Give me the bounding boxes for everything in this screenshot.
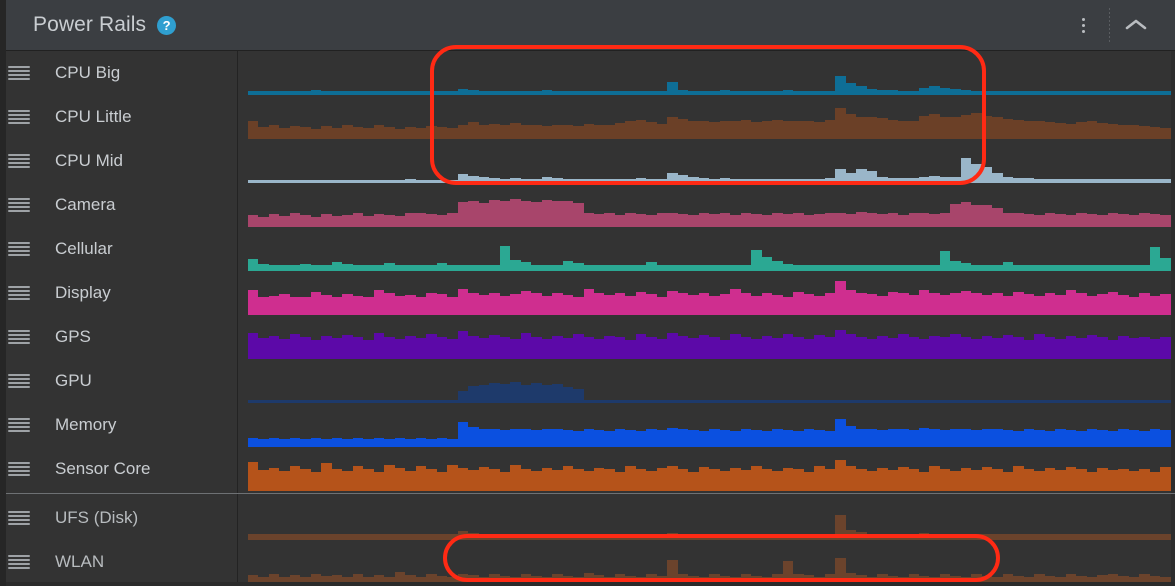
track-histogram bbox=[248, 271, 1171, 315]
drag-handle-icon[interactable] bbox=[8, 511, 30, 525]
panel-header-left: Power Rails ? bbox=[0, 13, 1066, 37]
track-histogram bbox=[248, 139, 1171, 183]
track-histogram bbox=[248, 496, 1171, 540]
track-label: CPU Mid bbox=[55, 151, 124, 170]
track-chart[interactable] bbox=[248, 359, 1171, 403]
chevron-up-icon[interactable] bbox=[1119, 8, 1153, 42]
track-label: Display bbox=[55, 283, 111, 302]
drag-handle-icon[interactable] bbox=[8, 286, 30, 300]
drag-handle-icon[interactable] bbox=[8, 330, 30, 344]
header-separator bbox=[1109, 8, 1110, 42]
track-row[interactable]: Display bbox=[0, 271, 1175, 315]
track-label: GPS bbox=[55, 327, 91, 346]
track-chart[interactable] bbox=[248, 95, 1171, 139]
track-label-zone[interactable]: UFS (Disk) bbox=[0, 496, 238, 540]
drag-handle-icon[interactable] bbox=[8, 462, 30, 476]
track-row[interactable]: CPU Little bbox=[0, 95, 1175, 139]
track-histogram bbox=[248, 95, 1171, 139]
track-label-zone[interactable]: GPS bbox=[0, 315, 238, 359]
canvas-right-edge bbox=[1171, 51, 1175, 586]
track-label-zone[interactable]: Memory bbox=[0, 403, 238, 447]
track-label: Sensor Core bbox=[55, 459, 151, 478]
track-chart[interactable] bbox=[248, 403, 1171, 447]
track-histogram bbox=[248, 315, 1171, 359]
track-chart[interactable] bbox=[248, 496, 1171, 540]
track-list[interactable]: CPU Big CPU Little CPU Mid Camera Cellular Di… bbox=[0, 51, 1175, 586]
track-chart[interactable] bbox=[248, 271, 1171, 315]
track-row[interactable]: CPU Big bbox=[0, 51, 1175, 95]
track-row[interactable]: CPU Mid bbox=[0, 139, 1175, 183]
track-row[interactable]: GPU bbox=[0, 359, 1175, 403]
track-label-zone[interactable]: Cellular bbox=[0, 227, 238, 271]
track-histogram bbox=[248, 51, 1171, 95]
more-vertical-icon[interactable] bbox=[1066, 8, 1100, 42]
track-chart[interactable] bbox=[248, 183, 1171, 227]
track-label-zone[interactable]: CPU Big bbox=[0, 51, 238, 95]
drag-handle-icon[interactable] bbox=[8, 154, 30, 168]
track-row[interactable]: Camera bbox=[0, 183, 1175, 227]
track-label: WLAN bbox=[55, 552, 105, 571]
track-histogram bbox=[248, 540, 1171, 584]
track-row[interactable]: GPS bbox=[0, 315, 1175, 359]
drag-handle-icon[interactable] bbox=[8, 242, 30, 256]
page-title: Power Rails bbox=[33, 13, 147, 36]
track-label: Cellular bbox=[55, 239, 113, 258]
track-label-zone[interactable]: Display bbox=[0, 271, 238, 315]
drag-handle-icon[interactable] bbox=[8, 418, 30, 432]
track-label-zone[interactable]: WLAN bbox=[0, 540, 238, 584]
track-label-zone[interactable]: CPU Little bbox=[0, 95, 238, 139]
track-histogram bbox=[248, 183, 1171, 227]
track-histogram bbox=[248, 403, 1171, 447]
panel-header: Power Rails ? bbox=[0, 0, 1175, 51]
track-histogram bbox=[248, 227, 1171, 271]
help-circle-icon[interactable]: ? bbox=[157, 15, 177, 35]
track-label: Memory bbox=[55, 415, 117, 434]
drag-handle-icon[interactable] bbox=[8, 66, 30, 80]
drag-handle-icon[interactable] bbox=[8, 110, 30, 124]
track-label: UFS (Disk) bbox=[55, 508, 139, 527]
track-label-zone[interactable]: GPU bbox=[0, 359, 238, 403]
track-chart[interactable] bbox=[248, 540, 1171, 584]
track-row[interactable]: WLAN bbox=[0, 540, 1175, 584]
left-gutter bbox=[0, 0, 6, 586]
track-row[interactable]: UFS (Disk) bbox=[0, 496, 1175, 540]
track-chart[interactable] bbox=[248, 139, 1171, 183]
track-label: GPU bbox=[55, 371, 92, 390]
track-chart[interactable] bbox=[248, 227, 1171, 271]
track-chart[interactable] bbox=[248, 315, 1171, 359]
track-row[interactable]: Sensor Core bbox=[0, 447, 1175, 491]
track-label: CPU Little bbox=[55, 107, 132, 126]
more-vertical-glyph bbox=[1081, 17, 1085, 33]
track-label: Camera bbox=[55, 195, 116, 214]
track-label: CPU Big bbox=[55, 63, 121, 82]
track-chart[interactable] bbox=[248, 447, 1171, 491]
drag-handle-icon[interactable] bbox=[8, 555, 30, 569]
track-row[interactable]: Memory bbox=[0, 403, 1175, 447]
drag-handle-icon[interactable] bbox=[8, 374, 30, 388]
track-histogram bbox=[248, 359, 1171, 403]
panel-header-actions bbox=[1066, 8, 1175, 42]
track-label-zone[interactable]: CPU Mid bbox=[0, 139, 238, 183]
track-chart[interactable] bbox=[248, 51, 1171, 95]
track-canvas-column bbox=[239, 51, 1175, 586]
track-label-zone[interactable]: Camera bbox=[0, 183, 238, 227]
track-label-column bbox=[0, 51, 238, 586]
drag-handle-icon[interactable] bbox=[8, 198, 30, 212]
track-label-zone[interactable]: Sensor Core bbox=[0, 447, 238, 491]
track-row[interactable]: Cellular bbox=[0, 227, 1175, 271]
track-histogram bbox=[248, 447, 1171, 491]
panel-bottom-edge bbox=[0, 582, 1175, 586]
track-group-divider bbox=[0, 493, 1175, 494]
